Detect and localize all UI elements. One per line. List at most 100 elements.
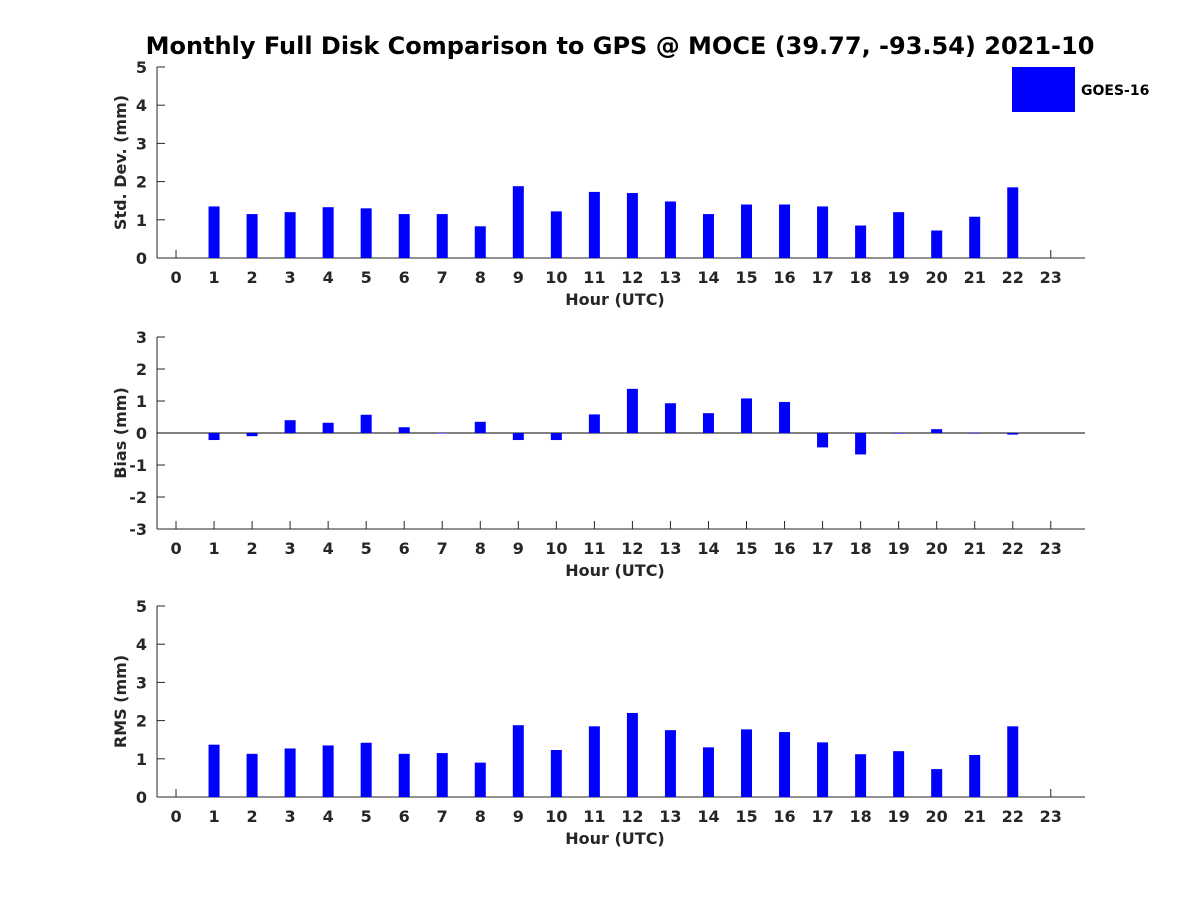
y-tick-label: 1 — [136, 750, 147, 769]
y-tick-label: 5 — [136, 597, 147, 616]
bar-hour-19 — [893, 751, 905, 797]
x-tick-label: 2 — [247, 539, 258, 558]
x-tick-label: 1 — [208, 807, 219, 826]
x-tick-label: 14 — [697, 268, 719, 287]
bar-hour-21 — [969, 433, 981, 434]
bar-hour-10 — [550, 211, 562, 258]
bar-hour-2 — [246, 214, 258, 258]
y-axis-label: Std. Dev. (mm) — [111, 95, 130, 230]
x-tick-label: 7 — [437, 539, 448, 558]
bar-hour-8 — [474, 226, 486, 258]
x-tick-label: 9 — [513, 539, 524, 558]
bar-hour-21 — [969, 754, 981, 797]
x-tick-label: 5 — [361, 539, 372, 558]
y-tick-label: 1 — [136, 211, 147, 230]
bar-hour-18 — [855, 225, 867, 258]
x-axis-label: Hour (UTC) — [565, 561, 665, 580]
x-tick-label: 12 — [621, 807, 643, 826]
x-tick-label: 7 — [437, 807, 448, 826]
bar-hour-6 — [398, 753, 410, 797]
bar-hour-12 — [626, 712, 638, 797]
bar-hour-11 — [588, 414, 600, 433]
x-tick-label: 7 — [437, 268, 448, 287]
bar-hour-12 — [626, 193, 638, 258]
x-tick-label: 2 — [247, 268, 258, 287]
x-tick-label: 20 — [926, 539, 948, 558]
x-tick-label: 1 — [208, 539, 219, 558]
x-tick-label: 22 — [1002, 807, 1024, 826]
x-tick-label: 9 — [513, 807, 524, 826]
x-tick-label: 4 — [323, 807, 334, 826]
bar-hour-19 — [893, 433, 905, 434]
x-tick-label: 18 — [849, 807, 871, 826]
bar-hour-1 — [208, 744, 220, 797]
y-tick-label: 3 — [136, 134, 147, 153]
x-tick-label: 1 — [208, 268, 219, 287]
x-axis-label: Hour (UTC) — [565, 829, 665, 848]
bar-hour-22 — [1007, 187, 1019, 258]
bar-hour-6 — [398, 214, 410, 258]
x-tick-label: 10 — [545, 807, 567, 826]
bar-hour-7 — [436, 214, 448, 258]
x-tick-label: 6 — [399, 539, 410, 558]
bar-hour-16 — [779, 732, 791, 797]
bar-hour-12 — [626, 388, 638, 433]
bar-hour-21 — [969, 216, 981, 258]
x-tick-label: 15 — [735, 539, 757, 558]
x-tick-label: 10 — [545, 539, 567, 558]
bar-hour-22 — [1007, 433, 1019, 435]
y-tick-label: -1 — [129, 456, 147, 475]
chart-title: Monthly Full Disk Comparison to GPS @ MO… — [146, 32, 1095, 60]
x-tick-label: 11 — [583, 268, 605, 287]
y-tick-label: 2 — [136, 360, 147, 379]
bar-hour-13 — [664, 201, 676, 258]
x-tick-label: 18 — [849, 539, 871, 558]
bar-hour-8 — [474, 762, 486, 797]
bar-hour-4 — [322, 422, 334, 433]
x-tick-label: 11 — [583, 807, 605, 826]
x-tick-label: 15 — [735, 268, 757, 287]
bar-hour-11 — [588, 191, 600, 258]
x-tick-label: 16 — [773, 807, 795, 826]
bar-hour-17 — [817, 742, 829, 797]
bar-hour-18 — [855, 433, 867, 455]
bar-hour-13 — [664, 403, 676, 433]
y-tick-label: 0 — [136, 249, 147, 268]
x-tick-label: 0 — [170, 268, 181, 287]
bar-hour-15 — [741, 729, 753, 797]
bar-hour-17 — [817, 206, 829, 258]
bar-hour-18 — [855, 754, 867, 797]
x-tick-label: 0 — [170, 807, 181, 826]
bar-hour-15 — [741, 204, 753, 258]
x-tick-label: 12 — [621, 539, 643, 558]
x-tick-label: 21 — [964, 268, 986, 287]
bar-hour-7 — [436, 753, 448, 797]
x-tick-label: 13 — [659, 807, 681, 826]
x-tick-label: 13 — [659, 268, 681, 287]
bar-hour-8 — [474, 421, 486, 433]
bar-hour-2 — [246, 433, 258, 437]
bar-hour-11 — [588, 726, 600, 797]
bar-hour-1 — [208, 206, 220, 258]
x-tick-label: 19 — [888, 807, 910, 826]
x-tick-label: 12 — [621, 268, 643, 287]
bar-hour-3 — [284, 748, 296, 797]
bar-hour-4 — [322, 207, 334, 258]
x-tick-label: 3 — [285, 539, 296, 558]
bar-hour-14 — [702, 214, 714, 258]
y-tick-label: 4 — [136, 96, 147, 115]
bar-hour-16 — [779, 204, 791, 258]
bar-hour-9 — [512, 725, 524, 797]
y-tick-label: 2 — [136, 712, 147, 731]
x-tick-label: 9 — [513, 268, 524, 287]
x-tick-label: 19 — [888, 539, 910, 558]
bar-hour-19 — [893, 212, 905, 258]
bar-hour-7 — [436, 433, 448, 434]
y-tick-label: 0 — [136, 424, 147, 443]
x-tick-label: 11 — [583, 539, 605, 558]
